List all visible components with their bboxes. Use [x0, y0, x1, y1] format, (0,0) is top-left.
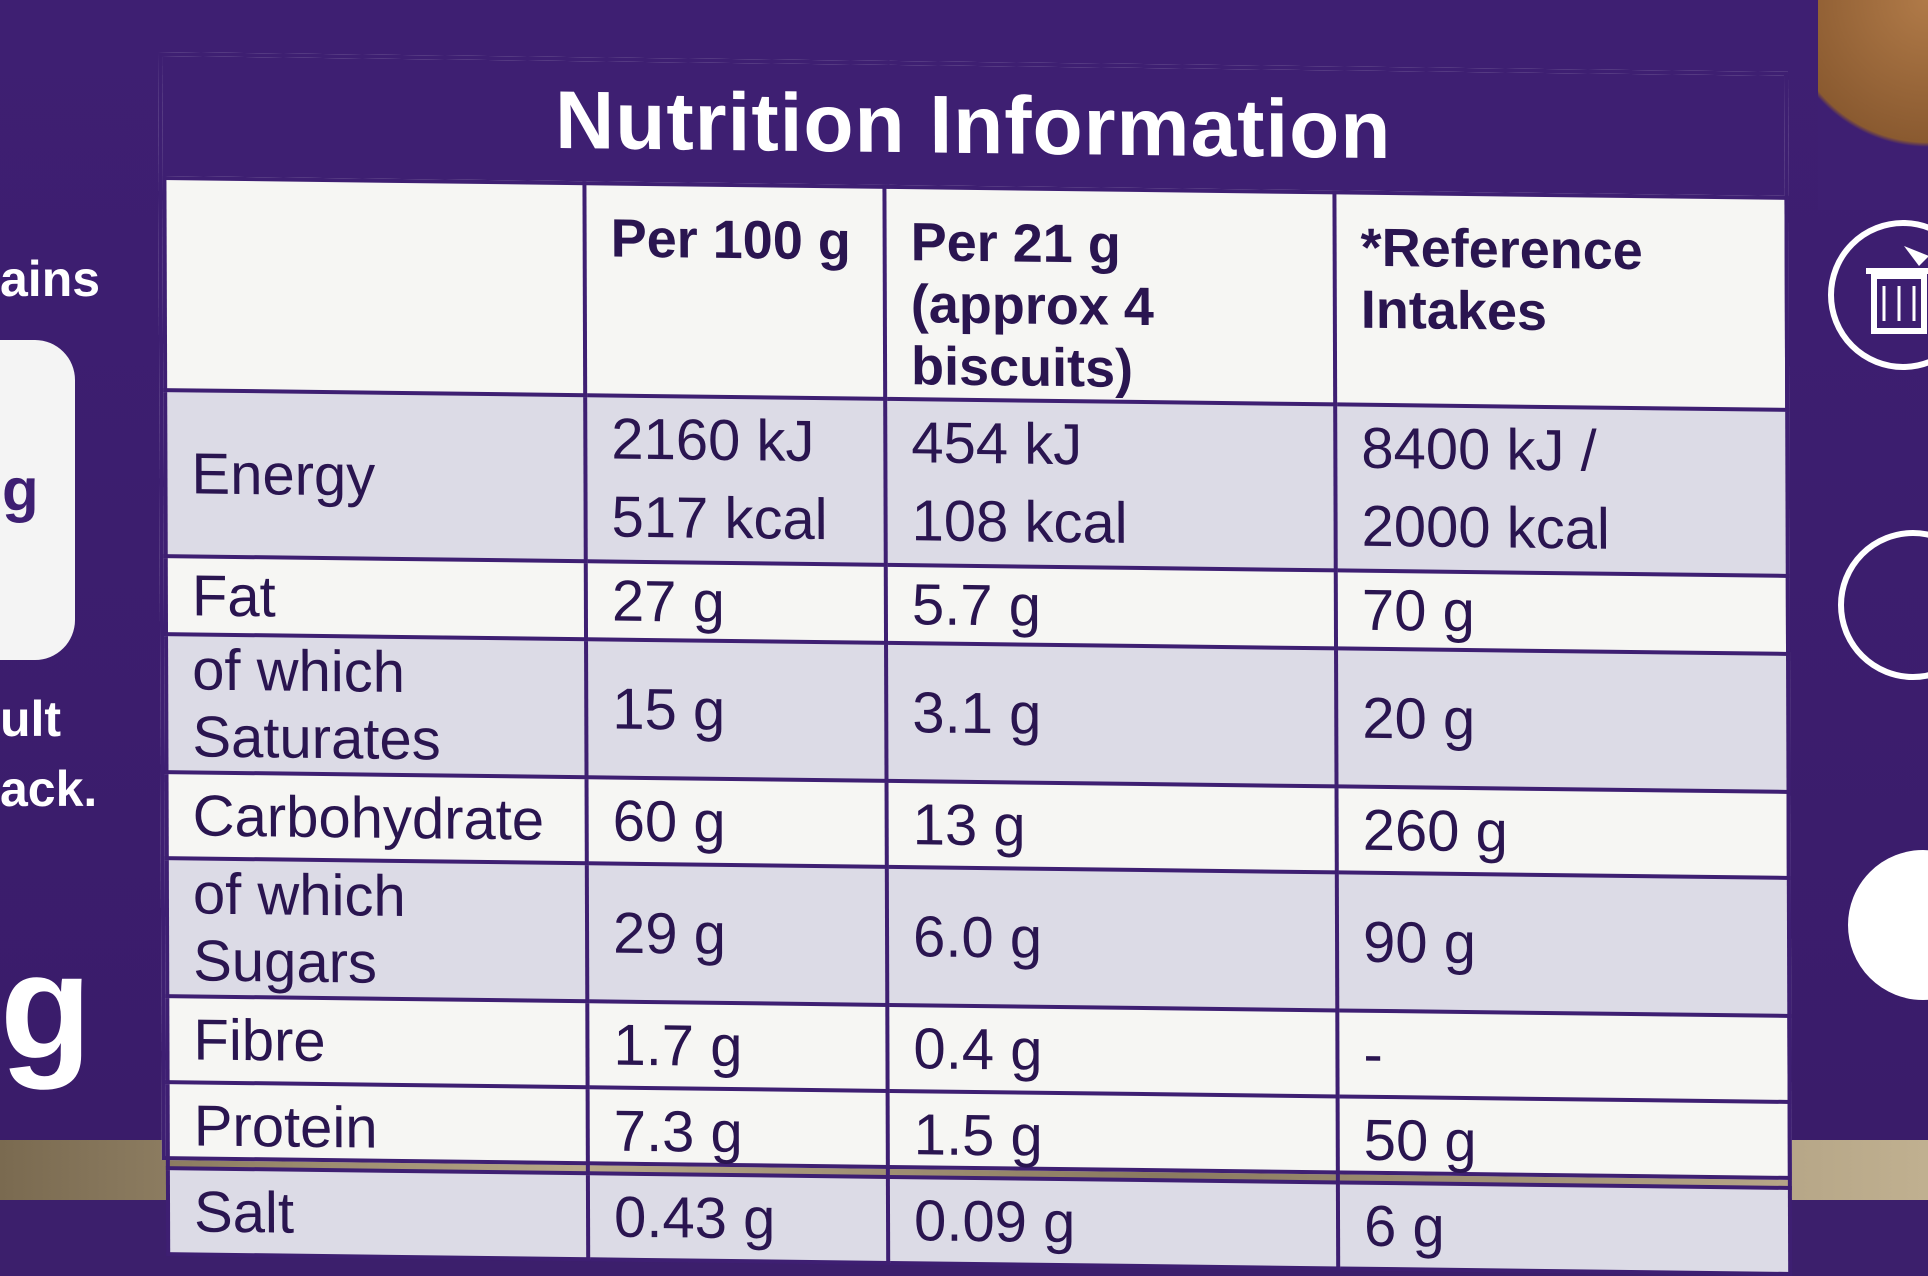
per100-value: 1.7 g — [587, 1001, 888, 1091]
side-text: ack. — [0, 761, 98, 817]
per21-value: 0.09 g — [887, 1176, 1339, 1269]
left-packaging-strip: ains g ult ack. g — [0, 0, 150, 1165]
per100-line1: 2160 kJ — [611, 406, 815, 475]
per100-line2: 517 kcal — [611, 484, 828, 553]
per100-value: 2160 kJ 517 kcal — [585, 395, 886, 565]
per100-value: 27 g — [585, 561, 887, 643]
table-title: Nutrition Information — [162, 56, 1785, 196]
ri-line1: 8400 kJ / — [1361, 415, 1597, 484]
header-per21-line2: (approx 4 biscuits) — [910, 274, 1155, 399]
table-row: Energy 2160 kJ 517 kcal 454 kJ 108 kcal … — [165, 390, 1788, 576]
per21-line2: 108 kcal — [911, 488, 1128, 556]
side-text: g — [2, 456, 39, 523]
header-reference-line1: *Reference — [1360, 217, 1643, 282]
ri-value: - — [1337, 1010, 1790, 1102]
per100-value: 29 g — [586, 863, 888, 1005]
row-label: Salt — [167, 1168, 589, 1260]
side-text: g — [0, 922, 92, 1090]
per100-value: 15 g — [586, 639, 887, 781]
per21-value: 1.5 g — [887, 1090, 1338, 1183]
row-label: Carbohydrate — [166, 772, 587, 864]
ri-value: 70 g — [1335, 570, 1789, 654]
row-label: Energy — [165, 390, 586, 562]
row-label: of which Saturates — [166, 634, 587, 778]
header-per21-line1: Per 21 g — [910, 212, 1121, 275]
portion-badge — [0, 340, 75, 660]
table-row: Salt 0.43 g 0.09 g 6 g — [167, 1168, 1791, 1274]
recycling-bin-icon — [1828, 220, 1928, 370]
per21-value: 0.4 g — [887, 1004, 1338, 1097]
row-label: Fat — [165, 556, 587, 640]
per21-value: 3.1 g — [886, 642, 1337, 787]
row-label: Protein — [167, 1082, 588, 1174]
table-row: of which Sugars 29 g 6.0 g 90 g — [166, 858, 1790, 1016]
per21-value: 6.0 g — [886, 866, 1338, 1011]
header-row: Per 100 g Per 21 g (approx 4 biscuits) *… — [164, 178, 1788, 410]
per21-value: 454 kJ 108 kcal — [885, 398, 1336, 571]
ri-value: 50 g — [1337, 1096, 1790, 1188]
header-reference: *Reference Intakes — [1334, 192, 1788, 410]
side-text: ult — [0, 691, 62, 747]
ri-value: 8400 kJ / 2000 kcal — [1335, 404, 1788, 576]
ri-value: 6 g — [1337, 1182, 1791, 1274]
per21-value: 5.7 g — [885, 564, 1337, 649]
per21-line1: 454 kJ — [911, 410, 1083, 478]
per100-value: 60 g — [586, 777, 887, 867]
header-per100: Per 100 g — [584, 183, 886, 399]
ri-value: 90 g — [1336, 872, 1790, 1016]
ri-value: 20 g — [1336, 648, 1789, 792]
per100-value: 7.3 g — [587, 1087, 888, 1177]
row-label: Fibre — [167, 996, 588, 1088]
header-empty-cell — [164, 178, 586, 396]
ri-value: 260 g — [1336, 786, 1789, 878]
biscuit-image — [1818, 0, 1928, 210]
header-reference-line2: Intakes — [1360, 279, 1548, 342]
row-label: of which Sugars — [166, 858, 588, 1002]
header-per21: Per 21 g (approx 4 biscuits) — [884, 186, 1336, 405]
per100-value: 0.43 g — [587, 1173, 889, 1263]
per21-value: 13 g — [886, 780, 1337, 873]
ri-line2: 2000 kcal — [1361, 493, 1611, 562]
side-text: ains — [0, 251, 101, 307]
nutrition-table: Nutrition Information Per 100 g Per 21 g… — [158, 52, 1792, 1274]
table-row: of which Saturates 15 g 3.1 g 20 g — [166, 634, 1789, 792]
nutrition-grid: Per 100 g Per 21 g (approx 4 biscuits) *… — [162, 176, 1792, 1276]
